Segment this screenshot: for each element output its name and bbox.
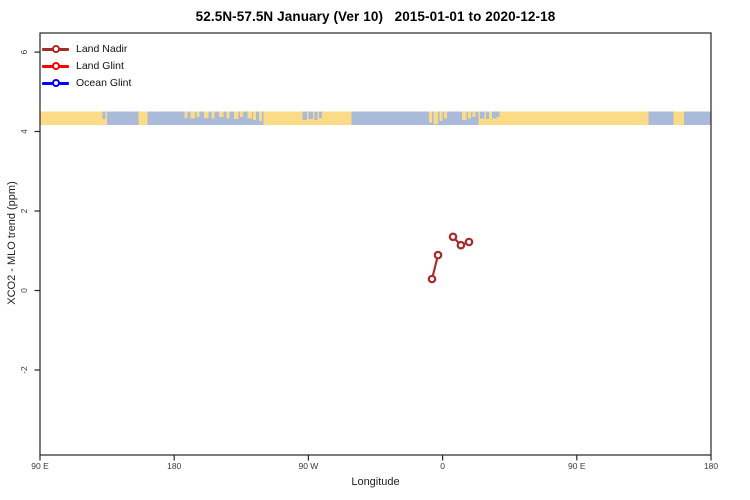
data-point-marker	[464, 237, 474, 247]
map-band-land-segment	[138, 111, 148, 126]
map-band-land-speckle	[218, 111, 224, 118]
legend-circle-marker-icon	[51, 79, 60, 87]
data-point-marker	[456, 240, 466, 250]
map-band-land-speckle	[429, 111, 433, 123]
legend-label: Land Nadir	[76, 43, 128, 55]
map-band-land-speckle	[444, 111, 448, 119]
map-band-ocean-speckle	[491, 111, 497, 119]
map-band-land-segment	[40, 111, 108, 126]
map-band-ocean-speckle	[302, 111, 307, 120]
map-band-ocean-speckle	[110, 111, 113, 118]
legend-item-land-nadir: Land Nadir	[42, 41, 212, 58]
map-band-land-speckle	[439, 111, 443, 122]
data-point-marker	[427, 274, 437, 284]
y-tick-label: -2	[19, 366, 29, 374]
map-band-ocean-segment	[107, 111, 139, 126]
map-band-land-segment	[673, 111, 685, 126]
map-band-land-speckle	[259, 111, 263, 122]
map-band-ocean-speckle	[314, 111, 318, 120]
map-band-land-speckle	[211, 111, 215, 119]
map-band-land-speckle	[233, 111, 239, 120]
legend-label: Land Glint	[76, 60, 124, 72]
map-band-ocean-speckle	[107, 111, 111, 119]
map-band-land-segment	[478, 111, 649, 126]
data-point-marker	[433, 250, 443, 260]
y-tick-label: 6	[19, 49, 29, 54]
map-band-land-speckle	[247, 111, 252, 119]
x-axis-label: Longitude	[351, 476, 400, 488]
map-band-land-speckle	[239, 111, 243, 118]
map-band-ocean-speckle	[102, 111, 106, 120]
legend-item-ocean-glint: Ocean Glint	[42, 75, 212, 92]
map-band-ocean-segment	[351, 111, 479, 126]
map-band-land-speckle	[190, 111, 196, 119]
legend: Land Nadir Land Glint Ocean Glint	[42, 41, 212, 92]
x-tick-label: 180	[704, 461, 718, 471]
map-band	[40, 111, 711, 126]
map-band-ocean-speckle	[479, 111, 485, 119]
axis-ticks	[34, 51, 712, 461]
legend-circle-marker-icon	[51, 62, 60, 70]
legend-circle-marker-icon	[51, 45, 60, 53]
map-band-land-speckle	[204, 111, 209, 118]
map-band-ocean-speckle	[496, 111, 500, 118]
map-band-land-speckle	[226, 111, 230, 119]
legend-label: Ocean Glint	[76, 77, 132, 89]
x-tick-label: 0	[440, 461, 445, 471]
x-tick-label: 90 E	[31, 461, 49, 471]
map-band-ocean-speckle	[318, 111, 322, 118]
series-land-nadir	[427, 232, 474, 284]
map-band-ocean-speckle	[308, 111, 313, 120]
map-band-land-speckle	[462, 111, 467, 120]
x-tick-label: 90 W	[298, 461, 318, 471]
legend-item-land-glint: Land Glint	[42, 58, 212, 75]
y-tick-label: 2	[19, 208, 29, 213]
map-band-land-speckle	[253, 111, 257, 120]
plot-box	[39, 32, 712, 456]
x-tick-label: 90 E	[568, 461, 586, 471]
map-band-land-speckle	[196, 111, 200, 118]
map-band-ocean-segment	[684, 111, 711, 126]
map-band-land-segment	[263, 111, 352, 126]
map-band-ocean-speckle	[485, 111, 489, 120]
map-band-land-speckle	[433, 111, 439, 124]
y-tick-label: 4	[19, 129, 29, 134]
map-band-land-speckle	[472, 111, 476, 118]
map-band-ocean-segment	[648, 111, 674, 126]
map-band-land-speckle	[184, 111, 188, 118]
y-tick-label: 0	[19, 288, 29, 293]
x-tick-label: 180	[167, 461, 181, 471]
chart-title: 52.5N-57.5N January (Ver 10) 2015-01-01 …	[195, 9, 556, 24]
map-band-land-speckle	[467, 111, 471, 119]
tick-labels: 90 E 180 90 W 0 90 E 180 6 4 2 0 -2	[19, 49, 718, 471]
data-point-marker	[448, 232, 458, 242]
